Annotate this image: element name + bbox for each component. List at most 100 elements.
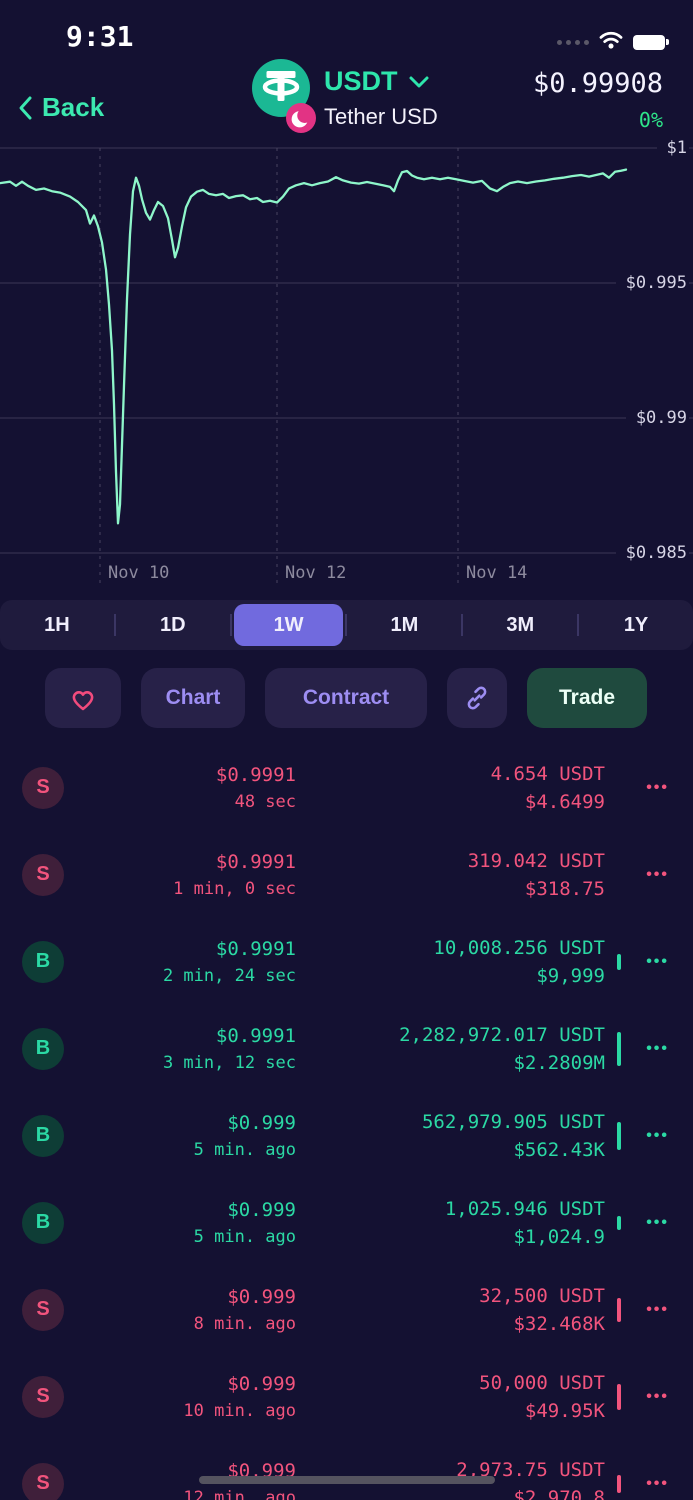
trade-menu-ellipsis[interactable]: •••: [646, 1213, 669, 1231]
timeframe-1w[interactable]: 1W: [233, 604, 344, 646]
back-button[interactable]: Back: [18, 92, 104, 123]
trade-menu-ellipsis[interactable]: •••: [646, 865, 669, 883]
trade-row[interactable]: S $0.999 12 min. ago 2,973.75 USDT $2,970.8 •…: [0, 1440, 693, 1500]
trade-price: $0.999: [227, 1372, 296, 1395]
trade-value: $49.95K: [524, 1399, 605, 1422]
trade-time: 2 min, 24 sec: [162, 965, 296, 986]
trade-menu-ellipsis[interactable]: •••: [646, 1474, 669, 1492]
trade-price: $0.9991: [215, 937, 296, 960]
x-axis-label: Nov 14: [466, 563, 527, 583]
trade-side-badge: B: [22, 940, 64, 983]
trade-value: $2.2809M: [513, 1051, 605, 1074]
x-axis-label: Nov 12: [285, 563, 346, 583]
trade-row[interactable]: B $0.9991 2 min, 24 sec 10,008.256 USDT $9,9…: [0, 918, 693, 1005]
favorite-button[interactable]: [45, 668, 121, 728]
timeframe-1h[interactable]: 1H: [2, 604, 112, 646]
chart-button-label: Chart: [165, 686, 221, 709]
timeframe-1y[interactable]: 1Y: [581, 604, 691, 646]
timeframe-3m[interactable]: 3M: [465, 604, 575, 646]
trade-price-column: $0.999 8 min. ago: [64, 1286, 296, 1334]
token-name: Tether USD: [324, 104, 438, 129]
y-axis-label: $0.99: [625, 406, 689, 430]
trade-row[interactable]: B $0.999 5 min. ago 1,025.946 USDT $1,024.9 •…: [0, 1179, 693, 1266]
range-divider: [577, 614, 580, 636]
token-logo: [252, 59, 316, 133]
trade-amount-column: 2,282,972.017 USDT $2.2809M: [296, 1024, 605, 1074]
trade-side-badge: S: [22, 1375, 64, 1418]
trade-volume-bar: [617, 1383, 621, 1410]
trade-amount-column: 10,008.256 USDT $9,999: [296, 937, 605, 987]
link-button[interactable]: [447, 668, 507, 728]
trade-time: 48 sec: [234, 791, 296, 812]
contract-button[interactable]: Contract: [265, 668, 427, 728]
trade-menu-ellipsis[interactable]: •••: [646, 1126, 669, 1144]
trades-list: S $0.9991 48 sec 4.654 USDT $4.6499 ••• S $0.99…: [0, 744, 693, 1500]
token-selector[interactable]: USDT: [324, 66, 438, 97]
trade-price: $0.999: [227, 1198, 296, 1221]
status-icons: [557, 30, 669, 54]
network-badge-icon: [286, 103, 316, 133]
trade-volume-bar: [617, 1297, 621, 1322]
trade-row[interactable]: B $0.999 5 min. ago 562,979.905 USDT $562.43…: [0, 1092, 693, 1179]
trade-menu-ellipsis[interactable]: •••: [646, 1039, 669, 1057]
trade-amount: 1,025.946 USDT: [444, 1197, 605, 1220]
trade-menu-ellipsis[interactable]: •••: [646, 952, 669, 970]
trade-price: $0.999: [227, 1111, 296, 1134]
price-change: 0%: [638, 108, 663, 132]
trade-side-badge: B: [22, 1114, 64, 1157]
trade-time: 8 min. ago: [193, 1313, 296, 1334]
trade-row[interactable]: S $0.9991 48 sec 4.654 USDT $4.6499 •••: [0, 744, 693, 831]
trade-value: $2,970.8: [513, 1486, 605, 1500]
range-divider: [229, 614, 232, 636]
trade-side-badge: S: [22, 853, 64, 896]
trade-row[interactable]: B $0.9991 3 min, 12 sec 2,282,972.017 USDT $…: [0, 1005, 693, 1092]
trade-row[interactable]: S $0.9991 1 min, 0 sec 319.042 USDT $318.75 •…: [0, 831, 693, 918]
trade-row[interactable]: S $0.999 8 min. ago 32,500 USDT $32.468K •••: [0, 1266, 693, 1353]
chevron-left-icon: [19, 96, 32, 119]
link-icon: [467, 686, 487, 710]
trade-amount-column: 32,500 USDT $32.468K: [296, 1285, 605, 1335]
trade-time: 5 min. ago: [193, 1226, 296, 1247]
trade-volume-bar: [617, 1474, 621, 1493]
trade-row[interactable]: S $0.999 10 min. ago 50,000 USDT $49.95K •••: [0, 1353, 693, 1440]
trade-volume-bar: [617, 1215, 621, 1230]
home-indicator[interactable]: [198, 1476, 495, 1484]
trade-amount-column: 4.654 USDT $4.6499: [296, 763, 605, 813]
timeframe-1d[interactable]: 1D: [118, 604, 228, 646]
price-line: [0, 168, 628, 525]
trade-price: $0.9991: [215, 850, 296, 873]
trade-menu-ellipsis[interactable]: •••: [646, 1387, 669, 1405]
current-price: $0.99908: [532, 68, 663, 99]
trade-volume-bar: [617, 953, 621, 970]
trade-menu-ellipsis[interactable]: •••: [646, 778, 669, 796]
trade-side-badge: B: [22, 1201, 64, 1244]
trade-price: $0.999: [227, 1285, 296, 1308]
tether-logo-icon: [252, 59, 310, 117]
trade-amount-column: 562,979.905 USDT $562.43K: [296, 1111, 605, 1161]
timeframe-1m[interactable]: 1M: [349, 604, 459, 646]
trade-value: $4.6499: [524, 790, 605, 813]
trade-amount-column: 2,973.75 USDT $2,970.8: [296, 1459, 605, 1500]
trade-button[interactable]: Trade: [527, 668, 647, 728]
trade-price-column: $0.999 10 min. ago: [64, 1373, 296, 1421]
cellular-signal-icon: [557, 39, 589, 45]
price-chart[interactable]: Nov 10 Nov 12 Nov 14 $1 $0.995 $0.99 $0.985: [0, 135, 693, 590]
trade-side-badge: B: [22, 1027, 64, 1070]
heart-icon: [72, 690, 94, 710]
trade-value: $1,024.9: [513, 1225, 605, 1248]
trade-side-badge: S: [22, 766, 64, 809]
trade-amount-column: 1,025.946 USDT $1,024.9: [296, 1198, 605, 1248]
trade-amount-column: 50,000 USDT $49.95K: [296, 1372, 605, 1422]
trade-amount: 32,500 USDT: [479, 1284, 605, 1307]
range-divider: [113, 614, 116, 636]
price-block: $0.99908 0%: [533, 68, 663, 132]
trade-menu-ellipsis[interactable]: •••: [646, 1300, 669, 1318]
trade-price-column: $0.999 5 min. ago: [64, 1112, 296, 1160]
trade-price-column: $0.9991 2 min, 24 sec: [64, 938, 296, 986]
chart-button[interactable]: Chart: [141, 668, 245, 728]
trade-price-column: $0.9991 3 min, 12 sec: [64, 1025, 296, 1073]
y-axis-label: $0.995: [615, 271, 689, 295]
trade-amount: 50,000 USDT: [479, 1371, 605, 1394]
trade-amount: 2,282,972.017 USDT: [399, 1023, 605, 1046]
